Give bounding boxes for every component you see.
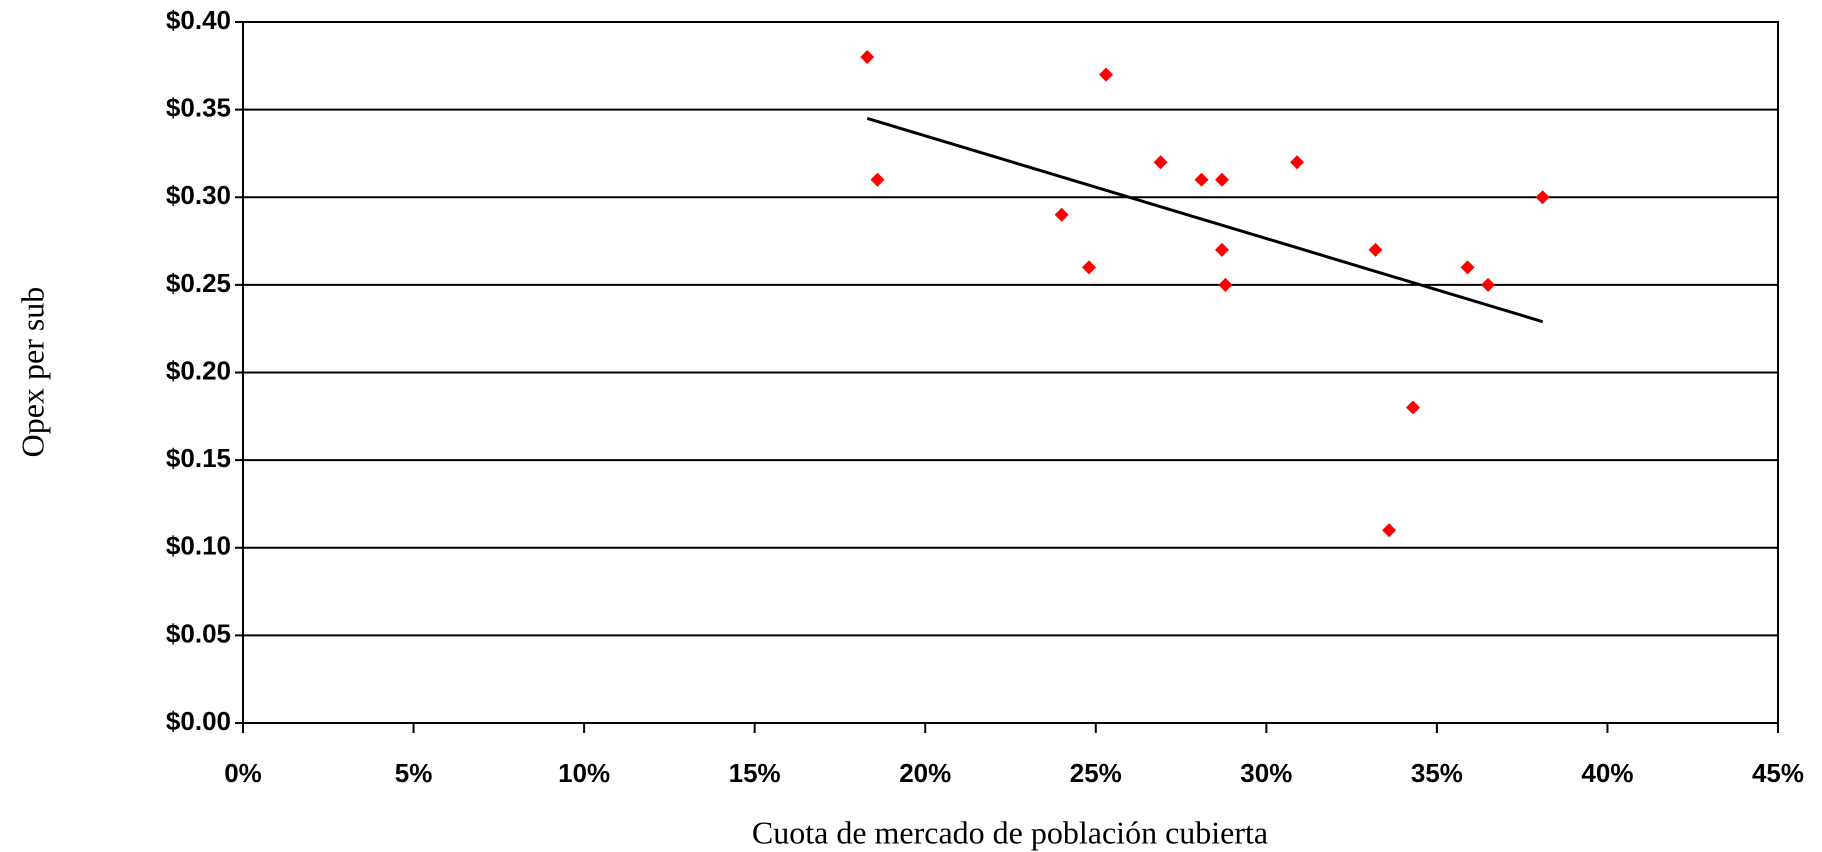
point bbox=[1290, 155, 1305, 170]
point bbox=[1535, 190, 1550, 205]
point bbox=[870, 172, 885, 187]
point bbox=[1214, 242, 1229, 257]
y-axis-title: Opex per sub bbox=[14, 287, 50, 458]
y-tick-label: $0.35 bbox=[166, 93, 231, 123]
point bbox=[1218, 277, 1233, 292]
point bbox=[860, 50, 875, 65]
x-tick-label: 30% bbox=[1240, 758, 1292, 788]
y-tick-label: $0.30 bbox=[166, 180, 231, 210]
y-tick-label: $0.40 bbox=[166, 5, 231, 35]
point bbox=[1153, 155, 1168, 170]
point bbox=[1054, 207, 1069, 222]
point bbox=[1099, 67, 1114, 82]
point bbox=[1194, 172, 1209, 187]
point bbox=[1481, 277, 1496, 292]
x-tick-label: 25% bbox=[1070, 758, 1122, 788]
x-tick-label: 35% bbox=[1411, 758, 1463, 788]
x-tick-label: 5% bbox=[395, 758, 433, 788]
point bbox=[1460, 260, 1475, 275]
point bbox=[1214, 172, 1229, 187]
point bbox=[1382, 523, 1397, 538]
point bbox=[1081, 260, 1096, 275]
y-tick-label: $0.20 bbox=[166, 355, 231, 385]
x-tick-label: 10% bbox=[558, 758, 610, 788]
y-tick-label: $0.25 bbox=[166, 268, 231, 298]
x-axis-title: Cuota de mercado de población cubierta bbox=[752, 814, 1268, 850]
x-tick-label: 0% bbox=[224, 758, 262, 788]
point bbox=[1368, 242, 1383, 257]
trendline bbox=[866, 116, 1544, 324]
x-tick-label: 45% bbox=[1752, 758, 1804, 788]
x-tick-label: 40% bbox=[1581, 758, 1633, 788]
x-tick-label: 20% bbox=[899, 758, 951, 788]
y-tick-label: $0.05 bbox=[166, 618, 231, 648]
point bbox=[1406, 400, 1421, 415]
y-tick-label: $0.15 bbox=[166, 443, 231, 473]
x-tick-label: 15% bbox=[729, 758, 781, 788]
plot-frame bbox=[242, 21, 1779, 724]
y-tick-label: $0.00 bbox=[166, 706, 231, 736]
y-tick-label: $0.10 bbox=[166, 531, 231, 561]
